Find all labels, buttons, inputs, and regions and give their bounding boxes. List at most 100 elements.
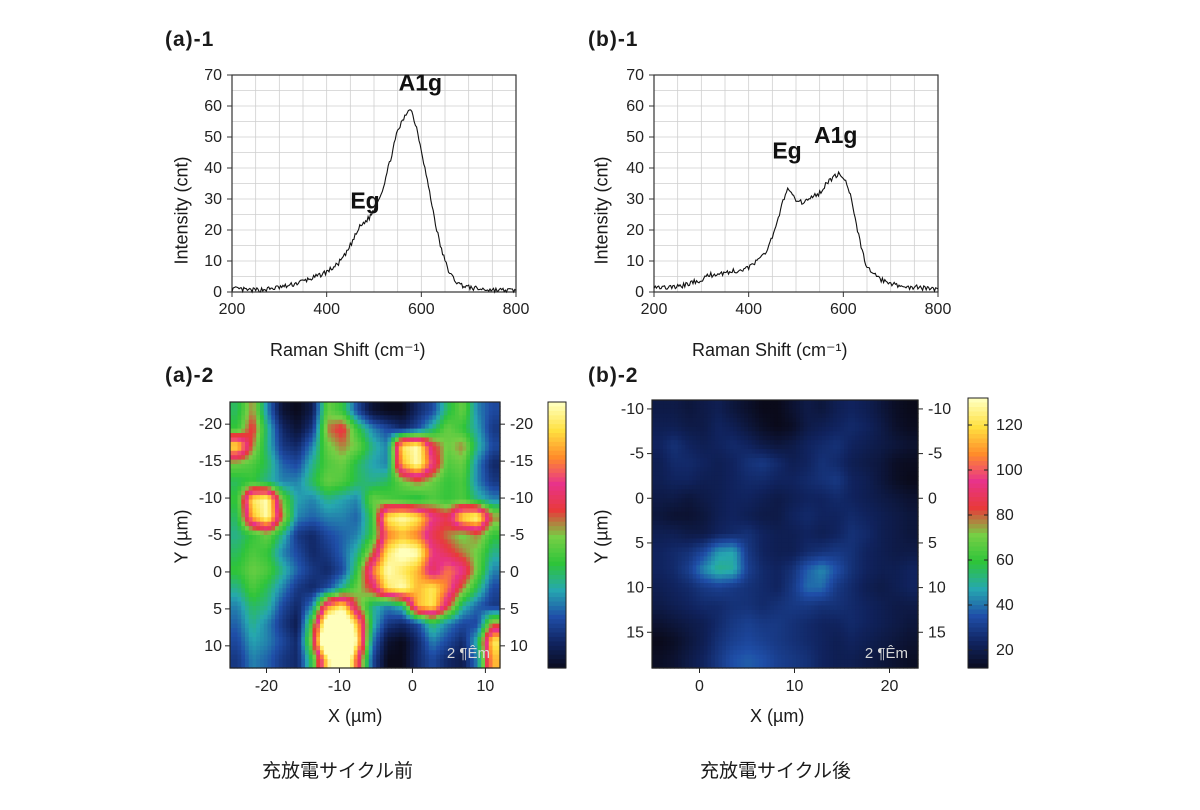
heatmap-cell (729, 408, 734, 414)
heatmap-cell (496, 601, 501, 607)
heatmap-cell (466, 543, 471, 549)
heatmap-cell (263, 552, 269, 558)
heatmap-cell (361, 650, 366, 656)
heatmap-cell (350, 619, 355, 625)
heatmap-cell (267, 535, 272, 541)
heatmap-cell (440, 503, 445, 509)
heatmap-cell (312, 521, 317, 527)
heatmap-cell (312, 415, 317, 421)
heatmap-cell (282, 495, 287, 501)
heatmap-cell (293, 597, 299, 603)
heatmap-cell (323, 419, 329, 425)
heatmap-cell (481, 495, 486, 501)
heatmap-cell (428, 508, 434, 514)
heatmap-cell (350, 477, 355, 483)
heatmap-cell (342, 495, 347, 501)
heatmap-cell (290, 588, 295, 594)
heatmap-cell (263, 495, 269, 501)
heatmap-cell (825, 404, 830, 410)
heatmap-cell (323, 495, 329, 501)
heatmap-cell (425, 535, 430, 541)
heatmap-cell (462, 583, 467, 589)
heatmap-cell (492, 601, 497, 607)
heatmap-cell (327, 526, 332, 532)
heatmap-cell (447, 406, 452, 412)
heatmap-cell (331, 499, 336, 505)
heatmap-cell (447, 650, 452, 656)
heatmap-cell (481, 552, 486, 558)
heatmap-cell (293, 628, 299, 634)
heatmap-cell (241, 574, 246, 580)
heatmap-cell (293, 650, 299, 656)
heatmap-cell (485, 490, 490, 496)
heatmap-cell (458, 641, 464, 647)
heatmap-cell (443, 446, 449, 452)
heatmap-cell (458, 455, 464, 461)
heatmap-cell (466, 535, 471, 541)
heatmap-cell (440, 614, 445, 620)
heatmap-cell (395, 614, 400, 620)
heatmap-cell (652, 413, 657, 419)
heatmap-cell (305, 517, 310, 523)
heatmap-cell (481, 446, 486, 452)
heatmap-cell (372, 455, 377, 461)
heatmap-cell (376, 503, 381, 509)
heatmap-cell (488, 654, 494, 660)
heatmap-cell (365, 592, 370, 598)
heatmap-cell (252, 415, 257, 421)
heatmap-cell (323, 659, 329, 665)
heatmap-cell (308, 597, 314, 603)
heatmap-cell (799, 422, 805, 428)
heatmap-cell (357, 574, 362, 580)
heatmap-cell (380, 486, 385, 492)
heatmap-cell (237, 406, 242, 412)
heatmap-cell (707, 426, 712, 432)
heatmap-cell (477, 601, 482, 607)
heatmap-cell (237, 623, 242, 629)
heatmap-cell (421, 415, 426, 421)
heatmap-cell (320, 628, 325, 634)
heatmap-cell (237, 645, 242, 651)
heatmap-cell (380, 490, 385, 496)
heatmap-cell (376, 415, 381, 421)
heatmap-cell (391, 605, 396, 611)
heatmap-cell (301, 495, 306, 501)
heatmap-cell (275, 632, 280, 638)
heatmap-cell (470, 654, 475, 660)
heatmap-cell (353, 583, 359, 589)
heatmap-cell (260, 455, 265, 461)
heatmap-cell (440, 499, 445, 505)
heatmap-cell (395, 574, 400, 580)
heatmap-cell (282, 619, 287, 625)
heatmap-cell (417, 570, 422, 576)
y-tick-label-left: 5 (213, 601, 222, 618)
heatmap-cell (263, 645, 269, 651)
heatmap-cell (421, 424, 426, 430)
heatmap-cell (391, 579, 396, 585)
heatmap-cell (492, 574, 497, 580)
heatmap-cell (365, 441, 370, 447)
heatmap-cell (881, 422, 886, 428)
heatmap-cell (417, 450, 422, 456)
heatmap-cell (256, 517, 261, 523)
heatmap-cell (320, 486, 325, 492)
heatmap-cell (338, 428, 344, 434)
heatmap-cell (380, 526, 385, 532)
heatmap-cell (488, 597, 494, 603)
heatmap-cell (241, 619, 246, 625)
heatmap-cell (462, 548, 467, 554)
heatmap-cell (357, 588, 362, 594)
heatmap-cell (327, 548, 332, 554)
heatmap-cell (361, 561, 366, 567)
x-tick-label: -20 (255, 678, 278, 695)
heatmap-cell (443, 459, 449, 465)
heatmap-cell (267, 428, 272, 434)
heatmap-cell (421, 605, 426, 611)
heatmap-cell (681, 413, 686, 419)
heatmap-cell (496, 415, 501, 421)
heatmap-cell (417, 574, 422, 580)
heatmap-cell (432, 570, 437, 576)
heatmap-cell (466, 561, 471, 567)
heatmap-cell (703, 422, 709, 428)
heatmap-cell (421, 588, 426, 594)
